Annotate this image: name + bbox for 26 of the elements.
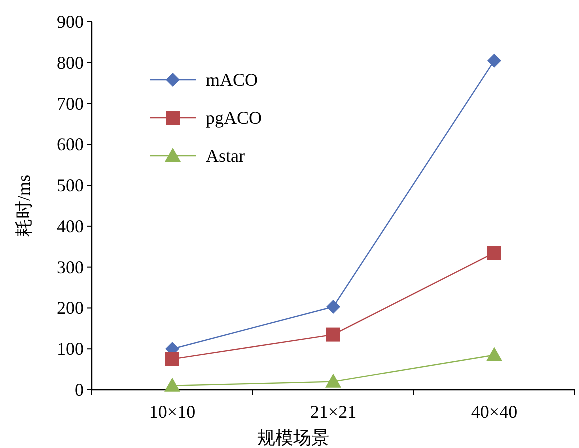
y-axis-title: 耗时/ms	[14, 174, 34, 238]
point	[166, 352, 180, 366]
x-tick-label: 10×10	[149, 402, 196, 422]
x-tick-label: 21×21	[310, 402, 357, 422]
point	[164, 378, 180, 392]
y-tick-label: 700	[57, 94, 84, 114]
y-tick-label: 600	[57, 134, 84, 155]
y-tick-label: 300	[57, 257, 84, 278]
point	[488, 246, 502, 260]
legend-label: Astar	[206, 146, 245, 166]
y-tick-label: 200	[57, 298, 84, 318]
point	[326, 328, 340, 342]
y-tick-label: 400	[57, 216, 84, 236]
legend-label: pgACO	[206, 108, 262, 128]
point	[326, 374, 342, 388]
y-tick-label: 100	[57, 339, 84, 360]
x-axis-title: 规模场景	[258, 428, 330, 448]
point	[326, 300, 340, 314]
x-tick-label: 40×40	[471, 402, 518, 422]
y-tick-label: 900	[57, 12, 84, 32]
y-tick-label: 0	[75, 380, 84, 400]
point	[486, 347, 502, 362]
point	[488, 54, 502, 68]
y-tick-label: 800	[57, 52, 84, 73]
legend-label: mACO	[206, 70, 258, 90]
y-tick-label: 500	[57, 176, 84, 196]
